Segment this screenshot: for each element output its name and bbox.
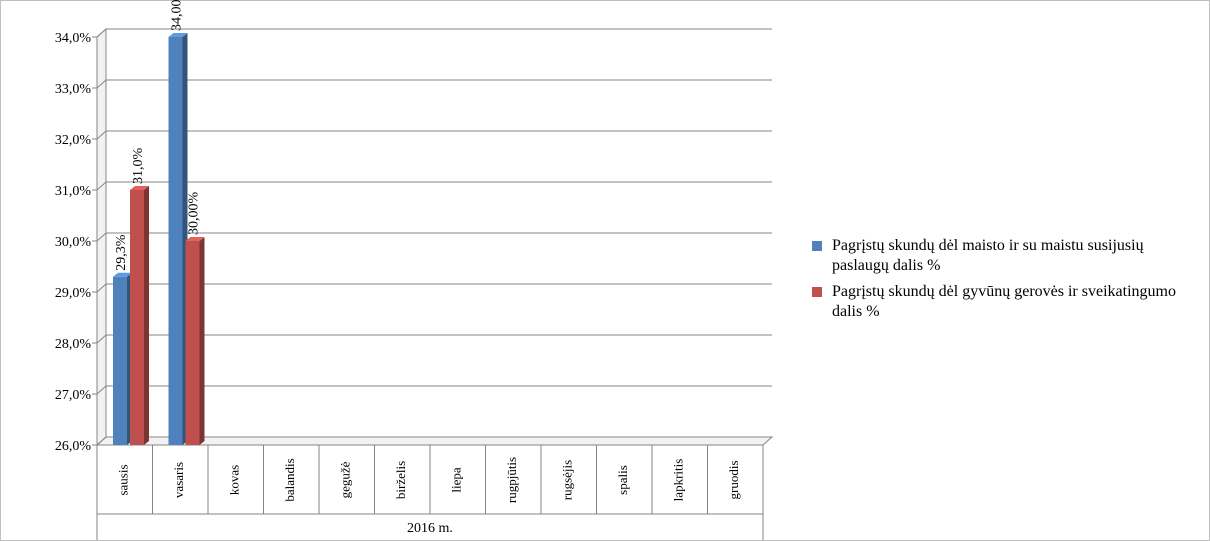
- legend-item-animal: Pagrįstų skundų dėl gyvūnų gerovės ir sv…: [812, 282, 1192, 322]
- legend: Pagrįstų skundų dėl maisto ir su maistu …: [812, 236, 1192, 328]
- y-tick-label: 29,0%: [55, 286, 92, 301]
- x-tick-label: spalis: [615, 465, 630, 495]
- gridline-side: [96, 283, 107, 293]
- gridline-side: [96, 28, 107, 38]
- gridline-side: [96, 232, 107, 242]
- x-tick-label: birželis: [393, 461, 408, 499]
- x-tick-label: rugsėjis: [560, 460, 575, 500]
- x-tick-label: rugpjūtis: [504, 457, 519, 503]
- y-tick-label: 27,0%: [55, 388, 92, 403]
- bar: [130, 190, 144, 445]
- legend-swatch-animal: [812, 287, 822, 297]
- data-label: 31,0%: [131, 148, 146, 185]
- bar-top: [168, 33, 188, 37]
- y-tick-label: 26,0%: [55, 439, 92, 454]
- bar: [113, 276, 127, 445]
- y-tick-label: 32,0%: [55, 133, 92, 148]
- bar-side: [144, 186, 149, 445]
- bar-side: [199, 237, 205, 445]
- data-label: 34,00%: [170, 0, 185, 31]
- x-tick-label: lapkritis: [671, 459, 686, 502]
- y-tick-label: 31,0%: [55, 184, 92, 199]
- x-tick-label: liepa: [449, 467, 464, 492]
- y-tick-label: 30,0%: [55, 235, 92, 250]
- x-tick-label: gegužė: [338, 461, 353, 498]
- x-tick-label: balandis: [282, 458, 297, 501]
- gridline-side: [96, 436, 107, 446]
- bar: [185, 241, 200, 445]
- x-tick-label: kovas: [227, 465, 242, 495]
- data-label: 29,3%: [114, 234, 129, 271]
- gridline-side: [96, 79, 107, 89]
- x-group-label: 2016 m.: [407, 521, 453, 536]
- bar-top: [113, 272, 132, 277]
- legend-label-food: Pagrįstų skundų dėl maisto ir su maistu …: [832, 237, 1144, 274]
- legend-item-food: Pagrįstų skundų dėl maisto ir su maistu …: [812, 236, 1192, 276]
- x-tick-label: vasaris: [171, 462, 186, 498]
- bar: [168, 37, 183, 445]
- x-tick-label: gruodis: [726, 461, 741, 500]
- gridline-side: [96, 334, 107, 344]
- x-tick-label: sausis: [116, 464, 131, 495]
- legend-label-animal: Pagrįstų skundų dėl gyvūnų gerovės ir sv…: [832, 283, 1176, 320]
- gridline-side: [96, 130, 107, 140]
- data-label: 30,00%: [187, 192, 202, 236]
- gridline-side: [96, 181, 107, 191]
- bar-top: [130, 186, 149, 190]
- y-tick-label: 33,0%: [55, 82, 92, 97]
- y-tick-label: 28,0%: [55, 337, 92, 352]
- gridline-side: [96, 385, 107, 395]
- bar-top: [185, 237, 205, 241]
- y-tick-label: 34,0%: [55, 31, 92, 46]
- legend-swatch-food: [812, 241, 822, 251]
